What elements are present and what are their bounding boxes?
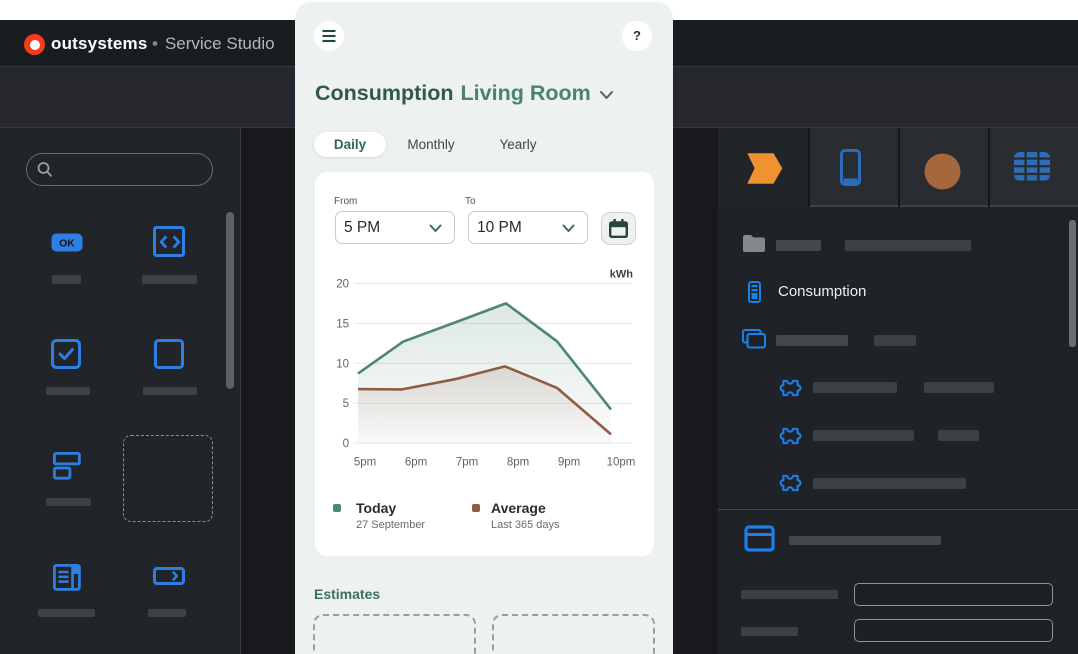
svg-text:kWh: kWh xyxy=(610,269,634,281)
svg-text:5pm: 5pm xyxy=(354,457,376,469)
svg-text:OK: OK xyxy=(59,238,75,250)
svg-text:5: 5 xyxy=(343,398,349,410)
svg-text:9pm: 9pm xyxy=(558,457,580,469)
svg-text:15: 15 xyxy=(336,318,349,330)
svg-text:0: 0 xyxy=(343,438,349,450)
svg-text:6pm: 6pm xyxy=(405,457,427,469)
svg-text:8pm: 8pm xyxy=(507,457,529,469)
svg-text:20: 20 xyxy=(336,279,349,291)
svg-text:10: 10 xyxy=(336,358,349,370)
svg-text:10pm: 10pm xyxy=(607,457,636,469)
svg-text:7pm: 7pm xyxy=(456,457,478,469)
